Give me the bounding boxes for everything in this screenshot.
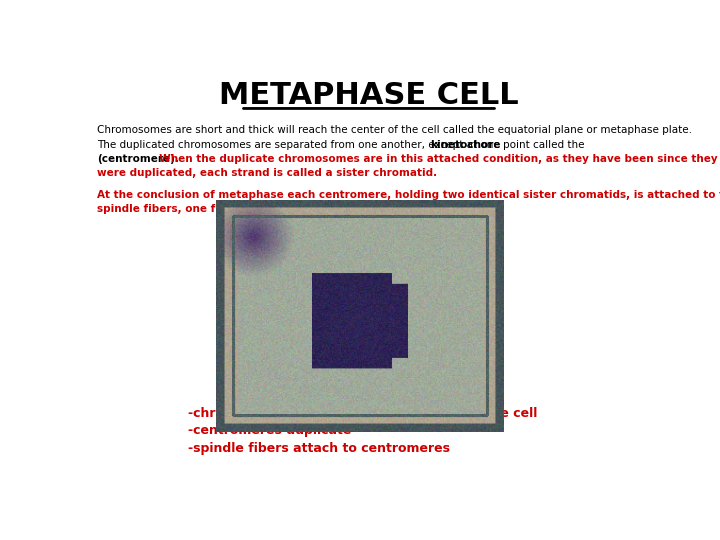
Text: METAPHASE CELL: METAPHASE CELL: [219, 82, 519, 111]
Text: When the duplicate chromosomes are in this attached condition, as they have been: When the duplicate chromosomes are in th…: [152, 154, 718, 164]
Text: At the conclusion of metaphase each centromere, holding two identical sister chr: At the conclusion of metaphase each cent…: [96, 190, 720, 200]
Text: kinetochore: kinetochore: [431, 140, 501, 150]
Text: spindle fibers, one from each pole.: spindle fibers, one from each pole.: [96, 204, 303, 214]
Text: -chromsomes line up on the center line of the cell: -chromsomes line up on the center line o…: [188, 407, 537, 420]
Text: (centromere).: (centromere).: [96, 154, 179, 164]
Text: Chromosomes are short and thick will reach the center of the cell called the equ: Chromosomes are short and thick will rea…: [96, 125, 692, 135]
Text: -spindle fibers attach to centromeres: -spindle fibers attach to centromeres: [188, 442, 450, 455]
Text: -centromeres duplicate: -centromeres duplicate: [188, 424, 351, 437]
Text: The duplicated chromosomes are separated from one another, except at one point c: The duplicated chromosomes are separated…: [96, 140, 588, 150]
Text: were duplicated, each strand is called a sister chromatid.: were duplicated, each strand is called a…: [96, 168, 437, 178]
